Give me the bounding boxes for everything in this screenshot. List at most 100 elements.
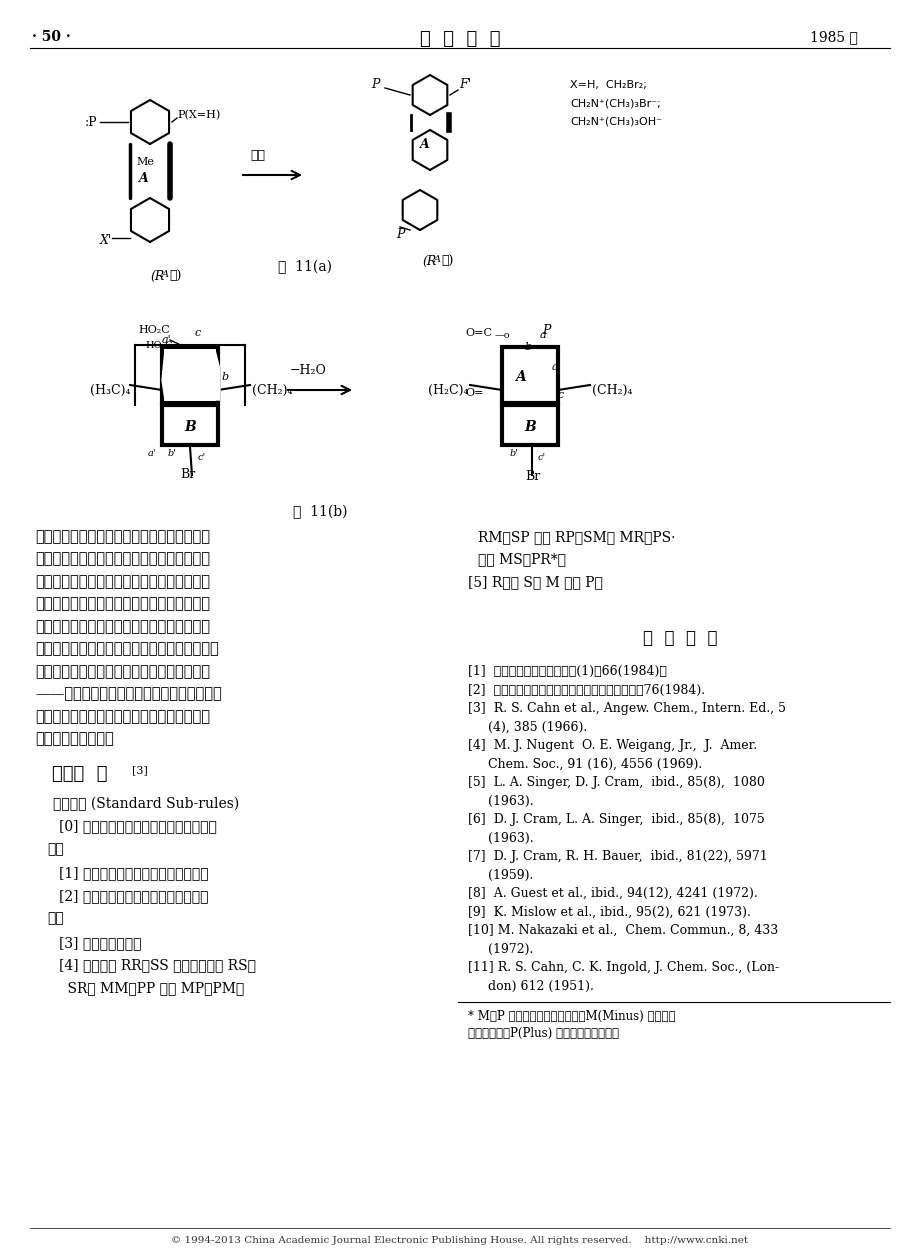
Text: A: A — [185, 370, 195, 384]
Text: [9]  K. Mislow et al., ibid., 95(2), 621 (1973).: [9] K. Mislow et al., ibid., 95(2), 621 … — [468, 905, 750, 918]
Text: [8]  A. Guest et al., ibid., 94(12), 4241 (1972).: [8] A. Guest et al., ibid., 94(12), 4241… — [468, 887, 757, 900]
Text: P(X=H): P(X=H) — [176, 110, 220, 120]
Text: b': b' — [509, 449, 518, 458]
Text: 优于 MS，PR*。: 优于 MS，PR*。 — [478, 553, 565, 567]
Text: · 50 ·: · 50 · — [32, 30, 71, 44]
Text: 标准细则 (Standard Sub-rules): 标准细则 (Standard Sub-rules) — [53, 798, 239, 811]
Text: (CH₂)₄: (CH₂)₄ — [252, 384, 292, 396]
Text: [3] 顺式优于反式。: [3] 顺式优于反式。 — [59, 935, 142, 951]
Text: 性面的分子的构型提出了命名方法，将处于三: 性面的分子的构型提出了命名方法，将处于三 — [35, 530, 210, 544]
Text: c': c' — [198, 453, 206, 461]
Text: 但此法对构型的标记有时不是唯一的，而需要: 但此法对构型的标记有时不是唯一的，而需要 — [35, 665, 210, 678]
Text: 合成: 合成 — [250, 149, 266, 162]
Polygon shape — [162, 350, 220, 400]
Text: c: c — [195, 329, 201, 339]
Text: 的。: 的。 — [47, 912, 63, 925]
Text: P: P — [370, 79, 379, 92]
Text: [6]  D. J. Cram, L. A. Singer,  ibid., 85(8),  1075: [6] D. J. Cram, L. A. Singer, ibid., 85(… — [468, 813, 764, 826]
Text: (1959).: (1959). — [468, 869, 533, 882]
Text: don) 612 (1951).: don) 612 (1951). — [468, 979, 594, 992]
Text: RM，SP 优于 RP，SM； MR，PS·: RM，SP 优于 RP，SM； MR，PS· — [478, 530, 675, 544]
Text: c: c — [558, 390, 563, 400]
Text: © 1994-2013 China Academic Journal Electronic Publishing House. All rights reser: © 1994-2013 China Academic Journal Elect… — [171, 1236, 748, 1245]
Text: CH₂N⁺(CH₃)₃OH⁻: CH₂N⁺(CH₃)₃OH⁻ — [570, 117, 662, 125]
Text: 化  学  通  报: 化 学 通 报 — [419, 30, 500, 48]
Text: P: P — [541, 324, 550, 336]
Text: (1963).: (1963). — [468, 795, 533, 808]
Text: (H₂C)₄: (H₂C)₄ — [427, 384, 468, 396]
Text: 螺旋型构型；P(Plus) 为右手螺旋型构型。: 螺旋型构型；P(Plus) 为右手螺旋型构型。 — [468, 1027, 618, 1040]
Text: a': a' — [162, 335, 172, 345]
Text: [2]  袋云程编，《立体化学》，大连工学院出版，76(1984).: [2] 袋云程编，《立体化学》，大连工学院出版，76(1984). — [468, 683, 704, 696]
Text: (CH₂)₄: (CH₂)₄ — [591, 384, 632, 396]
Text: B: B — [524, 420, 535, 434]
Text: b': b' — [168, 449, 176, 458]
Text: −H₂O: −H₂O — [289, 364, 326, 377]
Text: A: A — [139, 172, 149, 184]
Text: (4), 385 (1966).: (4), 385 (1966). — [468, 721, 586, 734]
Polygon shape — [162, 350, 220, 400]
Text: c': c' — [538, 453, 546, 461]
Text: P: P — [395, 228, 403, 242]
Text: [5] R优于 S； M 优于 P。: [5] R优于 S； M 优于 P。 — [468, 576, 602, 589]
Text: [7]  D. J. Cram, R. H. Bauer,  ibid., 81(22), 5971: [7] D. J. Cram, R. H. Bauer, ibid., 81(2… — [468, 850, 767, 863]
Text: 图  11(b): 图 11(b) — [292, 505, 346, 519]
Text: 参  考  文  献: 参 考 文 献 — [642, 630, 717, 647]
Text: 型): 型) — [440, 255, 453, 268]
Text: [1] 原子序数高的优于原子序数低的。: [1] 原子序数高的优于原子序数低的。 — [59, 867, 209, 880]
Text: Chem. Soc., 91 (16), 4556 (1969).: Chem. Soc., 91 (16), 4556 (1969). — [468, 757, 701, 770]
Text: 图  11(a): 图 11(a) — [278, 260, 332, 275]
Text: SR； MM，PP 优于 MP，PM；: SR； MM，PP 优于 MP，PM； — [50, 981, 244, 994]
Text: 维空间的原子或基团按一定方式旋转到手性平: 维空间的原子或基团按一定方式旋转到手性平 — [35, 553, 210, 567]
Bar — [162, 405, 218, 445]
Text: A: A — [420, 138, 429, 152]
Text: * M，P 用于谺环化合物的命名。M(Minus) 意为左手: * M，P 用于谺环化合物的命名。M(Minus) 意为左手 — [468, 1009, 675, 1023]
Text: a': a' — [551, 362, 561, 372]
Text: a': a' — [148, 449, 156, 458]
Bar — [502, 347, 558, 403]
Text: HO₂C: HO₂C — [138, 325, 170, 335]
Text: (H₃C)₄: (H₃C)₄ — [90, 384, 130, 396]
Text: 的。: 的。 — [47, 841, 63, 856]
Text: —o: —o — [494, 331, 510, 340]
Text: b: b — [221, 372, 229, 382]
Text: [11] R. S. Cahn, C. K. Ingold, J. Chem. Soc., (Lon-: [11] R. S. Cahn, C. K. Ingold, J. Chem. … — [468, 961, 778, 974]
Text: b: b — [525, 342, 531, 352]
Bar — [162, 347, 218, 403]
Text: 命名方法日臻完善。: 命名方法日臻完善。 — [35, 732, 114, 746]
Text: [3]: [3] — [131, 765, 148, 775]
Text: [4]  M. J. Nugent  O. E. Weigang, Jr.,  J.  Amer.: [4] M. J. Nugent O. E. Weigang, Jr., J. … — [468, 739, 756, 752]
Text: 未被人们接受。本文所介绍的方法是在此基础: 未被人们接受。本文所介绍的方法是在此基础 — [35, 597, 210, 612]
Text: 1985 年: 1985 年 — [809, 30, 857, 44]
Text: O=: O= — [464, 387, 483, 398]
Text: 六、附  录: 六、附 录 — [52, 765, 108, 782]
Text: Me: Me — [136, 157, 153, 167]
Text: 其它旋光活性物质的方法相近，步骤比较简洁。: 其它旋光活性物质的方法相近，步骤比较简洁。 — [35, 642, 219, 657]
Text: A: A — [434, 255, 440, 265]
Text: 面内，然后进行命名。此法因繁琐且不直观而: 面内，然后进行命名。此法因繁琐且不直观而 — [35, 576, 210, 589]
Text: [2] 原子质量数高的优于原子质量数低: [2] 原子质量数高的优于原子质量数低 — [59, 889, 209, 903]
Text: [5]  L. A. Singer, D. J. Cram,  ibid., 85(8),  1080: [5] L. A. Singer, D. J. Cram, ibid., 85(… — [468, 776, 764, 789]
Text: (1963).: (1963). — [468, 831, 533, 844]
Text: (R: (R — [150, 270, 165, 283]
Text: 型): 型) — [169, 270, 181, 283]
Text: X': X' — [100, 233, 112, 247]
Text: [10] M. Nakazaki et al.,  Chem. Commun., 8, 433: [10] M. Nakazaki et al., Chem. Commun., … — [468, 924, 777, 937]
Text: (1972).: (1972). — [468, 943, 533, 956]
Text: A: A — [162, 270, 169, 278]
Text: [3]  R. S. Cahn et al., Angew. Chem., Intern. Ed., 5: [3] R. S. Cahn et al., Angew. Chem., Int… — [468, 702, 785, 715]
Text: 上修订而成的。它的特点是较为直观，同命名: 上修订而成的。它的特点是较为直观，同命名 — [35, 619, 210, 635]
Text: B: B — [184, 420, 196, 434]
Text: Br: Br — [525, 470, 539, 484]
Text: [4] 相同构型 RR，SS 优于不同构型 RS，: [4] 相同构型 RR，SS 优于不同构型 RS， — [59, 958, 255, 973]
Text: ——对应地注明所选基准等。相信通过化学工: ——对应地注明所选基准等。相信通过化学工 — [35, 687, 221, 701]
Text: 作者的共同努力，一定可以使此类分子构型的: 作者的共同努力，一定可以使此类分子构型的 — [35, 710, 210, 724]
Text: O=C: O=C — [464, 329, 492, 339]
Text: CH₂N⁺(CH₃)₃Br⁻;: CH₂N⁺(CH₃)₃Br⁻; — [570, 98, 660, 108]
Text: [0] 平面的较近边或轴的较近端优于较远: [0] 平面的较近边或轴的较近端优于较远 — [59, 820, 217, 834]
Text: :P: :P — [85, 115, 97, 128]
Text: Br: Br — [180, 469, 195, 482]
Text: (R: (R — [422, 255, 436, 268]
Text: F': F' — [459, 79, 471, 92]
Text: X=H,  CH₂Br₂;: X=H, CH₂Br₂; — [570, 80, 646, 90]
